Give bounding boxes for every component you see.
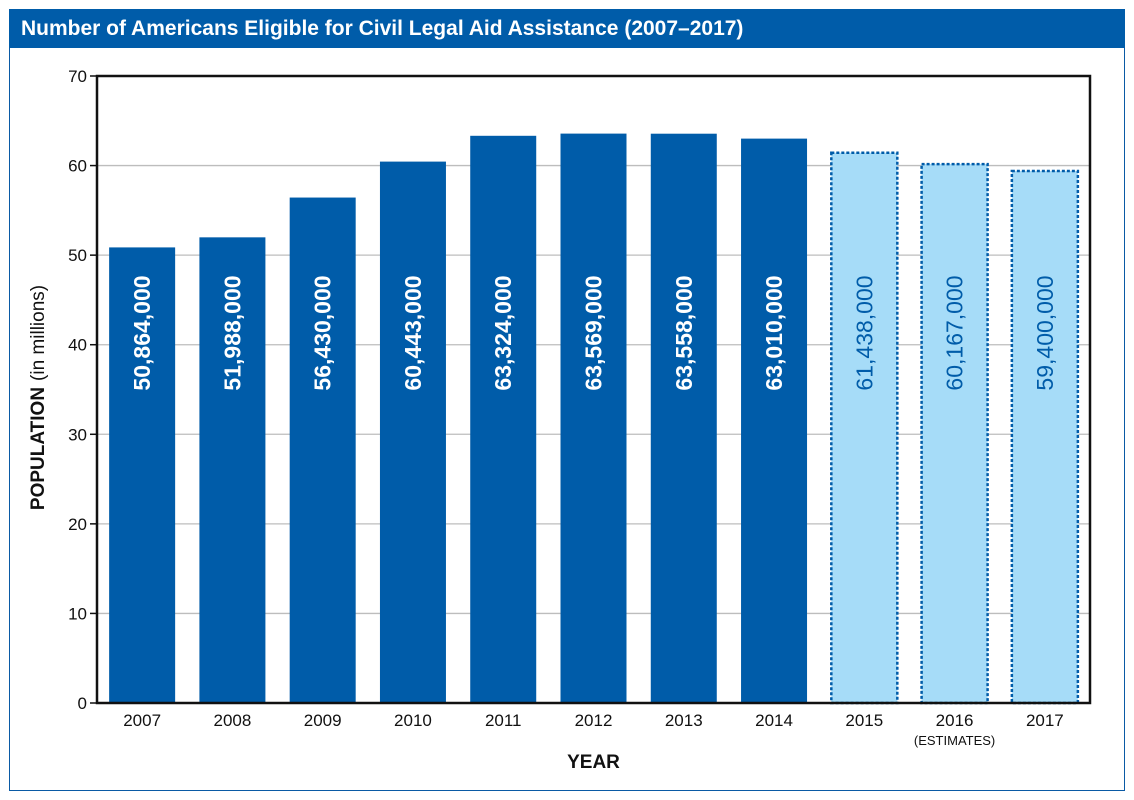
y-tick-label: 0	[78, 694, 87, 713]
bar-2017	[1010, 169, 1080, 705]
y-tick-label: 60	[68, 157, 87, 176]
x-tick-label: 2013	[665, 711, 703, 730]
bar-2014	[741, 138, 808, 704]
x-tick-label: 2008	[213, 711, 251, 730]
estimates-note: (ESTIMATES)	[914, 733, 995, 748]
bar-value-label: 51,988,000	[219, 275, 245, 390]
x-tick-label: 2017	[1026, 711, 1064, 730]
bar-2007	[109, 247, 176, 704]
x-axis-title: YEAR	[567, 752, 620, 773]
chart-title: Number of Americans Eligible for Civil L…	[9, 9, 1125, 48]
bar-value-label: 63,558,000	[671, 275, 697, 390]
y-tick-label: 10	[68, 604, 87, 623]
bar-2009	[289, 197, 356, 703]
bar-value-label: 63,324,000	[490, 275, 516, 390]
bar-value-label: 63,010,000	[761, 275, 787, 390]
x-tick-label: 2016	[936, 711, 974, 730]
y-tick-label: 40	[68, 336, 87, 355]
bar-2008	[199, 237, 266, 703]
bar-value-label: 56,430,000	[310, 275, 336, 390]
bar-2012	[560, 133, 627, 703]
y-tick-label: 20	[68, 515, 87, 534]
plot-area-border	[95, 74, 1092, 705]
bar-value-labels: 50,864,000 51,988,000 56,430,000 60,443,000…	[129, 275, 1058, 390]
x-tick-label: 2014	[755, 711, 793, 730]
bar-value-label: 60,443,000	[400, 275, 426, 390]
x-tick-label: 2007	[123, 711, 161, 730]
bar-2011	[470, 135, 537, 704]
bar-2013	[650, 133, 717, 704]
y-axis-title-main: POPULATION	[28, 387, 49, 510]
x-tick-label: 2009	[304, 711, 342, 730]
x-tick-label: 2010	[394, 711, 432, 730]
bars	[109, 133, 1080, 705]
y-tick-label: 70	[68, 67, 87, 86]
x-axis-labels: 2007 2008 2009 2010 2011 2012 2013 2014 2015 2016…	[123, 711, 1064, 730]
y-axis-title-units: (in millions)	[28, 285, 49, 381]
bar-value-label: 63,569,000	[581, 275, 607, 390]
bar-value-label: 59,400,000	[1032, 275, 1058, 390]
bar-2016	[920, 162, 989, 705]
y-tick-label: 30	[68, 425, 87, 444]
bar-value-label: 61,438,000	[851, 275, 877, 390]
y-tick-label: 50	[68, 246, 87, 265]
bar-value-label: 60,167,000	[942, 275, 968, 390]
bar-2015	[830, 151, 899, 705]
y-axis-title: POPULATION (in millions)	[28, 285, 49, 510]
x-tick-label: 2015	[845, 711, 883, 730]
bar-value-label: 50,864,000	[129, 275, 155, 390]
x-tick-label: 2011	[485, 711, 522, 730]
y-axis-ticks: 0 10 20 30 40 50 60 70	[68, 67, 97, 713]
bar-2010	[379, 161, 446, 704]
x-tick-label: 2012	[575, 711, 613, 730]
